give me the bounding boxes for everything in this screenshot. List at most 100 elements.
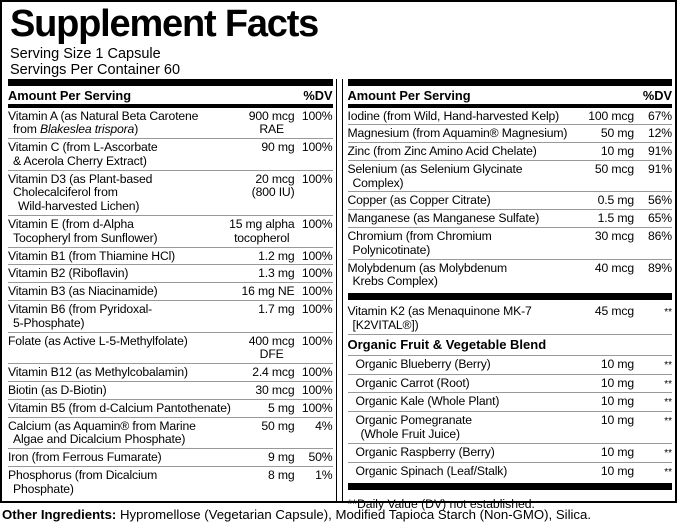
nutrient-name-line: 5-Phosphate): [13, 315, 85, 330]
left-column: Amount Per Serving %DV Vitamin A (as Nat…: [2, 79, 337, 501]
nutrient-name-line: Vitamin B6 (from Pyridoxal-: [8, 302, 153, 317]
nutrient-amount-line: RAE: [259, 122, 284, 137]
nutrient-amount-line: (800 IU): [251, 185, 295, 200]
nutrient-name-line: Magnesium (from Aquamin® Magnesium): [347, 126, 568, 141]
nutrient-dv: **: [664, 359, 672, 371]
nutrient-amount: 9 mg: [263, 450, 295, 465]
nutrient-amount: 100 mcg: [583, 108, 634, 124]
nutrient-dv: 100%: [301, 248, 333, 263]
nutrient-name-line: Chromium (from Chromium: [347, 229, 492, 244]
nutrient-amount: 45 mcg: [590, 304, 634, 319]
nutrient-dv: 100%: [301, 333, 333, 348]
nutrient-row: Vitamin K2 (as Menaquinone MK-7 [K2VITAL®…: [348, 303, 673, 334]
nutrient-name: Organic Spinach (Leaf/Stalk): [355, 463, 508, 479]
nutrient-amount-line: 8 mg: [268, 468, 295, 483]
nutrient-name: Organic Kale (Whole Plant): [356, 395, 500, 409]
nutrient-amount-line: 100 mcg: [588, 108, 634, 123]
nutrient-dv: **: [664, 378, 672, 390]
nutrient-name: Vitamin B12 (as Methylcobalamin): [8, 365, 188, 380]
nutrient-amount-line: 30 mcg: [594, 229, 634, 244]
left-column-header: Amount Per Serving %DV: [8, 86, 333, 104]
nutrient-name: Selenium (as Selenium Glycinate Complex): [348, 162, 523, 191]
nutrient-dv: 4%: [315, 418, 333, 433]
nutrient-name: Organic Blueberry (Berry): [356, 357, 491, 372]
nutrient-amount: 10 mg: [596, 376, 634, 391]
nutrient-name-line: Algae and Dicalcium Phosphate): [13, 432, 186, 447]
nutrient-row: Selenium (as Selenium Glycinate Complex) 5…: [347, 159, 672, 192]
nutrient-dv: 50%: [308, 450, 333, 465]
nutrient-name: Calcium (as Aquamin® from Marine Algae an…: [8, 419, 196, 448]
nutrient-name: Vitamin A (as Natural Beta Carotene from …: [8, 109, 198, 138]
nutrient-row: Biotin (as D-Biotin) 30 mcg 100%: [8, 381, 333, 399]
nutrient-name: Vitamin E (from d-Alpha Tocopheryl from S…: [8, 217, 158, 246]
nutrient-row: Vitamin D3 (as Plant-based Cholecalcifero…: [8, 169, 333, 215]
nutrient-dv: **: [664, 447, 672, 459]
nutrient-dv: 1%: [315, 468, 333, 483]
nutrient-amount: 30 mcg: [250, 383, 294, 398]
nutrient-row: Chromium (from Chromium Polynicotinate) 30…: [347, 227, 672, 259]
nutrient-amount-line: tocopherol: [234, 230, 290, 245]
nutrient-name: Iron (from Ferrous Fumarate): [8, 450, 162, 465]
nutrient-row: Iron (from Ferrous Fumarate) 9 mg 50%: [8, 448, 333, 466]
nutrient-name: Zinc (from Zinc Amino Acid Chelate): [348, 144, 537, 159]
right-section-bar: [347, 79, 672, 86]
nutrient-name-line: Phosphorus (from Dicalcium: [8, 468, 158, 483]
left-section-bar: [8, 79, 333, 86]
nutrient-amount-line: 9 mg: [268, 450, 295, 465]
nutrient-amount: 1.5 mg: [593, 211, 635, 226]
nutrient-name: Vitamin B1 (from Thiamine HCl): [8, 249, 175, 264]
nutrient-dv: 100%: [301, 140, 333, 155]
amount-per-serving-header: Amount Per Serving: [347, 88, 471, 103]
nutrient-name: Organic Raspberry (Berry): [355, 444, 495, 460]
nutrient-dv: **: [664, 416, 672, 428]
nutrient-name-line: Copper (as Copper Citrate): [347, 193, 491, 208]
nutrient-amount-line: 1.7 mg: [258, 302, 295, 317]
nutrient-amount: 50 mg: [256, 419, 294, 434]
nutrient-row: Vitamin B12 (as Methylcobalamin) 2.4 mcg 1…: [8, 363, 333, 381]
dv-header: %DV: [642, 88, 672, 103]
nutrient-amount-line: 10 mg: [600, 394, 634, 409]
nutrient-dv: **: [664, 397, 672, 409]
nutrient-name-line: Vitamin K2 (as Menaquinone MK-7: [347, 304, 532, 319]
nutrient-dv: 100%: [301, 383, 333, 398]
nutrient-dv: **: [664, 466, 672, 478]
nutrient-amount-line: 1.5 mg: [597, 211, 635, 226]
nutrient-amount: 400 mcg DFE: [244, 333, 295, 363]
nutrient-amount-line: 900 mcg: [248, 108, 295, 123]
nutrient-row: Zinc (from Zinc Amino Acid Chelate) 10 mg…: [347, 142, 672, 160]
nutrient-name-line: Vitamin D3 (as Plant-based: [8, 171, 153, 186]
nutrient-name-line: Organic Spinach (Leaf/Stalk): [355, 463, 508, 478]
nutrient-amount-line: 1.2 mg: [258, 248, 295, 263]
nutrient-row: Vitamin A (as Natural Beta Carotene from …: [8, 108, 333, 139]
nutrient-amount-line: 50 mcg: [594, 161, 634, 176]
nutrient-dv: 91%: [648, 161, 672, 176]
servings-per-container: Servings Per Container 60: [10, 62, 181, 78]
nutrient-name-line: Iodine (from Wild, Hand-harvested Kelp): [347, 108, 560, 123]
nutrient-name-line: Organic Pomegranate: [355, 413, 473, 428]
nutrient-row: Organic Carrot (Root) 10 mg **: [347, 373, 672, 393]
nutrient-name-line: Organic Raspberry (Berry): [355, 444, 495, 459]
nutrient-name-line: from Blakeslea trispora): [13, 122, 139, 137]
nutrient-name-line: Manganese (as Manganese Sulfate): [347, 211, 540, 226]
nutrient-amount-line: 45 mcg: [594, 304, 634, 319]
nutrient-row: Magnesium (from Aquamin® Magnesium) 50 mg…: [347, 124, 672, 142]
nutrient-name: Vitamin B6 (from Pyridoxal- 5-Phosphate): [8, 302, 153, 331]
nutrient-name: Biotin (as D-Biotin): [8, 383, 107, 398]
nutrient-row: Calcium (as Aquamin® from Marine Algae an…: [8, 416, 333, 449]
nutrient-amount-line: 400 mcg: [248, 333, 295, 348]
nutrient-dv: 100%: [301, 400, 333, 415]
nutrient-name: Vitamin B2 (Riboflavin): [8, 267, 128, 281]
nutrient-dv: 100%: [301, 284, 333, 299]
nutrient-name-line: Vitamin E (from d-Alpha: [8, 217, 134, 232]
nutrient-name: Vitamin B3 (as Niacinamide): [8, 284, 158, 299]
mineral-rows: Iodine (from Wild, Hand-harvested Kelp) 1…: [347, 108, 672, 291]
nutrient-dv: 100%: [301, 266, 333, 281]
nutrient-row: Vitamin B2 (Riboflavin) 1.3 mg 100%: [8, 264, 333, 282]
nutrient-amount: 1.7 mg: [253, 302, 295, 317]
nutrient-amount: 90 mg: [256, 140, 294, 155]
nutrient-amount-line: 10 mg: [600, 144, 634, 159]
nutrient-name: Phosphorus (from Dicalcium Phosphate): [8, 468, 158, 497]
nutrient-row: Vitamin B6 (from Pyridoxal- 5-Phosphate) 1…: [8, 300, 333, 332]
nutrient-amount-line: 2.4 mcg: [252, 365, 295, 380]
